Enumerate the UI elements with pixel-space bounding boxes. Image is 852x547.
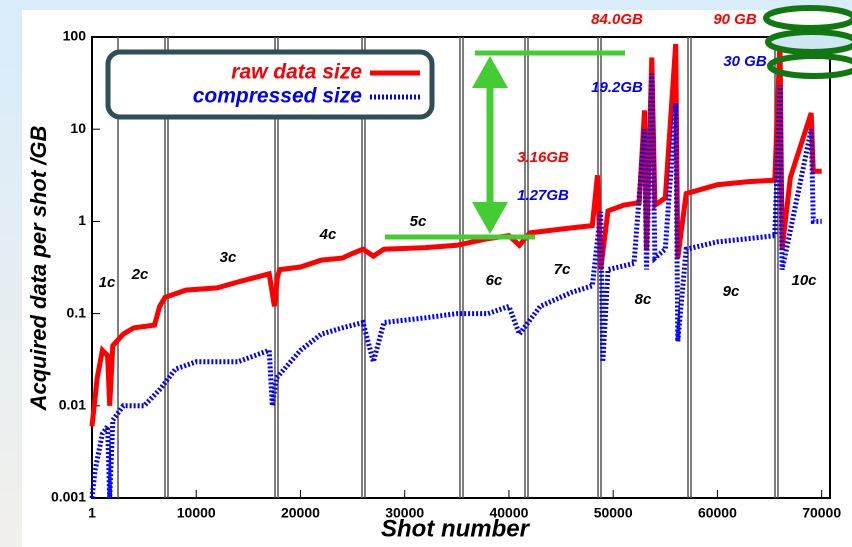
annotation: 9c [723, 283, 740, 300]
coil [763, 5, 852, 31]
y-tick-label: 100 [63, 28, 87, 44]
y-tick-label: 0.01 [59, 397, 86, 413]
annotation: 1.27GB [517, 187, 569, 204]
legend-box [105, 49, 435, 120]
coil [765, 29, 852, 55]
legend-label: raw data size [231, 61, 362, 84]
y-tick-label: 1 [78, 212, 86, 228]
annotations: 1c 2c 3c 4c 5c 6c 7c 8c 9c 10c 84.0GB 19.2GB 3.16GB 1… [99, 11, 818, 308]
annotation: 19.2GB [591, 79, 643, 96]
annotation: 90 GB [713, 11, 757, 28]
y-axis-label: Acquired data per shot /GB [26, 125, 51, 411]
annotation: 6c [486, 272, 503, 289]
x-tick-label: 60000 [698, 505, 737, 521]
legend-label: compressed size [193, 85, 363, 108]
annotation: 30 GB [723, 53, 767, 70]
x-tick-label: 40000 [489, 505, 528, 521]
y-tick-label: 10 [70, 120, 86, 136]
y-tick-label: 0.001 [51, 489, 86, 505]
annotation: 7c [554, 261, 571, 278]
series-line [89, 73, 822, 499]
y-tick-label: 0.1 [67, 304, 87, 320]
overlay [385, 5, 852, 240]
x-tick-label: 30000 [385, 505, 424, 521]
annotation: 5c [410, 213, 427, 230]
x-axis-label: Shot number [381, 515, 531, 542]
coil [767, 53, 852, 79]
x-tick-label: 1 [88, 505, 96, 521]
arrow-head [472, 202, 508, 234]
plot-frame [91, 36, 831, 499]
x-tick-label: 20000 [281, 505, 320, 521]
annotation: 84.0GB [591, 11, 643, 28]
annotation: 2c [131, 266, 149, 283]
annotation: 4c [319, 226, 337, 243]
annotation: 1c [99, 274, 116, 291]
x-tick-label: 70000 [802, 505, 841, 521]
annotation: 10c [791, 272, 817, 289]
annotation: 3c [220, 249, 237, 266]
ticks: 1 10000 20000 30000 40000 50000 60000 70000 0.00… [51, 28, 841, 521]
x-tick-label: 50000 [594, 505, 633, 521]
x-tick-label: 10000 [177, 505, 216, 521]
arrow-head [472, 56, 508, 88]
annotation: 8c [635, 291, 652, 308]
annotation: 3.16GB [517, 149, 569, 166]
